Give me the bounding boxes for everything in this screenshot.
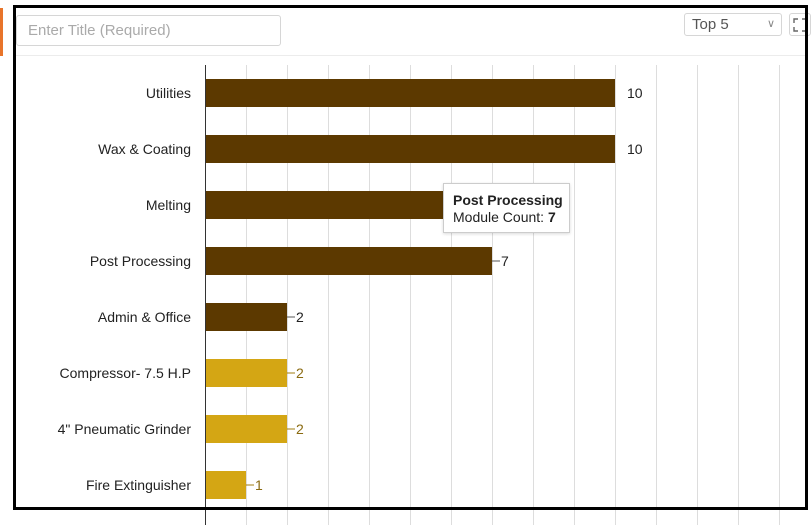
value-label: 10 xyxy=(627,141,643,157)
chevron-down-icon: ∨ xyxy=(766,18,775,30)
value-label: 2 xyxy=(296,309,304,325)
value-label: 2 xyxy=(296,365,304,381)
title-input[interactable] xyxy=(16,15,281,46)
top-n-select[interactable]: Top 5 ∨ xyxy=(684,13,782,36)
category-label: Utilities xyxy=(146,85,191,101)
category-label: Melting xyxy=(146,197,191,213)
bar[interactable] xyxy=(205,359,287,387)
tooltip-category: Post Processing xyxy=(453,192,563,208)
bar[interactable] xyxy=(205,303,287,331)
category-label: Fire Extinguisher xyxy=(86,477,191,493)
tooltip-value: 7 xyxy=(547,209,556,225)
tooltip-label: Module Count: xyxy=(453,209,545,225)
bar[interactable] xyxy=(205,471,246,499)
tooltip-body: Module Count: 7 xyxy=(453,209,569,226)
category-label: Compressor- 7.5 H.P xyxy=(60,365,191,381)
value-label: 10 xyxy=(627,85,643,101)
value-label: 7 xyxy=(501,253,509,269)
chart-tooltip: Post Processing Module Count: 7 xyxy=(443,183,570,233)
selection-outline xyxy=(13,5,808,510)
top-n-select-value: Top 5 xyxy=(692,16,729,33)
category-label: 4" Pneumatic Grinder xyxy=(58,421,192,437)
header-divider xyxy=(16,55,808,56)
category-label: Wax & Coating xyxy=(98,141,191,157)
accent-tab xyxy=(0,8,3,56)
bar[interactable] xyxy=(205,79,615,107)
bar[interactable] xyxy=(205,247,492,275)
category-label: Post Processing xyxy=(90,253,191,269)
bar[interactable] xyxy=(205,415,287,443)
value-label: 2 xyxy=(296,421,304,437)
bar[interactable] xyxy=(205,135,615,163)
category-label: Admin & Office xyxy=(98,309,191,325)
value-label: 1 xyxy=(255,477,263,493)
